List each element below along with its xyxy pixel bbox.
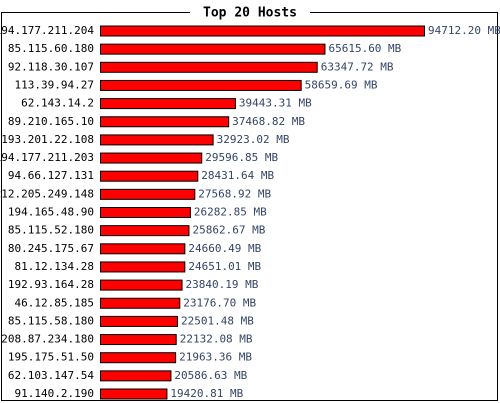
value-label: 27568.92 MB — [198, 187, 271, 200]
value-label: 65615.60 MB — [328, 42, 401, 55]
bar — [100, 243, 186, 255]
host-label: 193.201.22.108 — [1, 133, 94, 146]
bar — [100, 61, 318, 73]
bar — [100, 297, 181, 309]
value-label: 24651.01 MB — [188, 260, 261, 273]
host-label: 62.143.14.2 — [21, 97, 94, 110]
bar — [100, 79, 302, 91]
host-label: 113.39.94.27 — [15, 78, 94, 91]
bar — [100, 370, 172, 382]
bar — [100, 225, 190, 237]
bar — [100, 134, 214, 146]
bar — [100, 261, 186, 273]
value-label: 22132.08 MB — [180, 333, 253, 346]
host-label: 85.115.58.180 — [8, 314, 94, 327]
host-label: 80.245.175.67 — [8, 242, 94, 255]
bar — [100, 170, 199, 182]
bar — [100, 116, 230, 128]
bar — [100, 334, 177, 346]
bar — [100, 352, 177, 364]
value-label: 26282.85 MB — [194, 206, 267, 219]
value-label: 37468.82 MB — [232, 115, 305, 128]
value-label: 28431.64 MB — [201, 169, 274, 182]
bar — [100, 25, 425, 37]
value-label: 58659.69 MB — [305, 78, 378, 91]
bar — [100, 279, 183, 291]
bar — [100, 98, 236, 110]
bar — [100, 188, 196, 200]
host-label: 92.118.30.107 — [8, 60, 94, 73]
host-label: 85.115.60.180 — [8, 42, 94, 55]
value-label: 23840.19 MB — [186, 278, 259, 291]
value-label: 39443.31 MB — [239, 97, 312, 110]
host-label: 81.12.134.28 — [15, 260, 94, 273]
value-label: 94712.20 MB — [428, 24, 500, 37]
value-label: 23176.70 MB — [183, 296, 256, 309]
bar — [100, 152, 203, 164]
bar — [100, 388, 168, 400]
bar — [100, 315, 178, 327]
title-background — [190, 4, 310, 20]
value-label: 22501.48 MB — [181, 314, 254, 327]
bar — [100, 207, 191, 218]
value-label: 29596.85 MB — [205, 151, 278, 164]
value-label: 19420.81 MB — [170, 387, 243, 400]
value-label: 21963.36 MB — [179, 351, 252, 364]
host-label: 85.115.52.180 — [8, 224, 94, 237]
host-label: 194.177.211.203 — [0, 151, 94, 164]
bar — [100, 43, 326, 55]
host-label: 194.165.48.90 — [8, 206, 94, 219]
host-label: 62.103.147.54 — [8, 369, 94, 382]
host-label: 89.210.165.10 — [8, 115, 94, 128]
host-label: 94.66.127.131 — [8, 169, 94, 182]
host-label: 208.87.234.180 — [1, 333, 94, 346]
value-label: 25862.67 MB — [192, 224, 265, 237]
value-label: 24660.49 MB — [188, 242, 261, 255]
host-label: 91.140.2.190 — [15, 387, 94, 400]
host-label: 195.175.51.50 — [8, 351, 94, 364]
value-label: 32923.02 MB — [217, 133, 290, 146]
value-label: 20586.63 MB — [174, 369, 247, 382]
host-label: 192.93.164.28 — [8, 278, 94, 291]
value-label: 63347.72 MB — [321, 60, 394, 73]
chart-title: Top 20 Hosts — [203, 6, 297, 21]
host-label: 212.205.249.148 — [0, 187, 94, 200]
host-label: 194.177.211.204 — [0, 24, 94, 37]
host-label: 46.12.85.185 — [15, 296, 94, 309]
